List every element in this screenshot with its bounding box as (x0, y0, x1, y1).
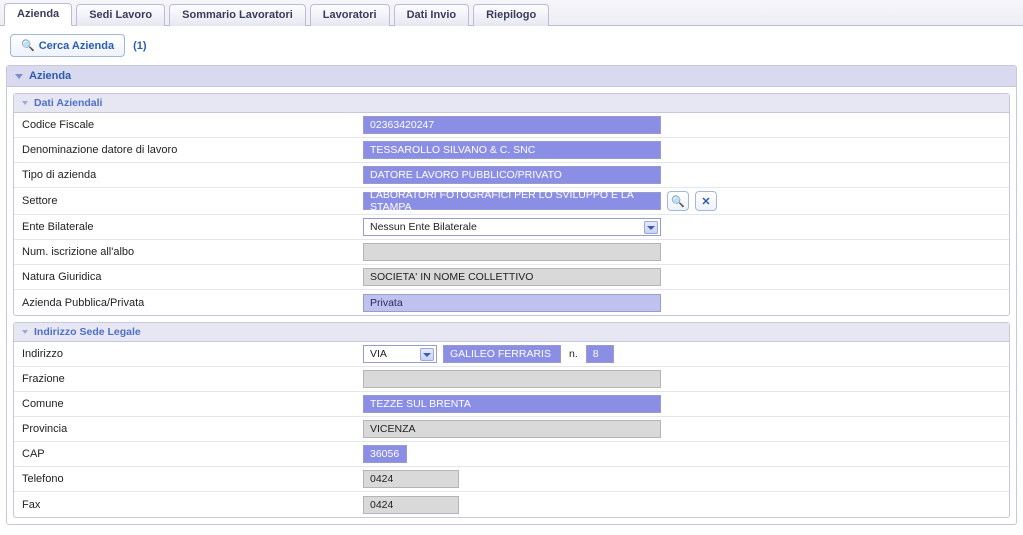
select-ente-bilaterale-value: Nessun Ente Bilaterale (370, 221, 477, 233)
field-numero[interactable]: 8 (586, 345, 614, 363)
chevron-down-icon (22, 101, 28, 105)
section-indirizzo-header[interactable]: Indirizzo Sede Legale (14, 323, 1009, 342)
chevron-down-icon (644, 221, 658, 234)
chevron-down-icon (15, 74, 23, 79)
section-indirizzo-title: Indirizzo Sede Legale (34, 326, 141, 338)
row-ente-bilaterale: Ente Bilaterale Nessun Ente Bilaterale (14, 215, 1009, 240)
section-dati-aziendali: Dati Aziendali Codice Fiscale 0236342024… (13, 93, 1010, 316)
tab-dati-invio[interactable]: Dati Invio (394, 4, 470, 26)
row-tipo-azienda: Tipo di azienda DATORE LAVORO PUBBLICO/P… (14, 163, 1009, 188)
lookup-settore-button[interactable]: 🔍 (667, 191, 689, 211)
label-pubblica-privata: Azienda Pubblica/Privata (14, 293, 359, 313)
clear-settore-button[interactable]: ✕ (695, 191, 717, 211)
field-codice-fiscale[interactable]: 02363420247 (363, 116, 661, 134)
select-ente-bilaterale[interactable]: Nessun Ente Bilaterale (363, 218, 661, 236)
field-provincia: VICENZA (363, 420, 661, 438)
row-telefono: Telefono 0424 (14, 467, 1009, 492)
label-cap: CAP (14, 444, 359, 464)
field-frazione[interactable] (363, 370, 661, 388)
field-telefono[interactable]: 0424 (363, 470, 459, 488)
row-num-iscrizione: Num. iscrizione all'albo (14, 240, 1009, 265)
label-tipo-azienda: Tipo di azienda (14, 165, 359, 185)
row-codice-fiscale: Codice Fiscale 02363420247 (14, 113, 1009, 138)
panel-azienda-title: Azienda (29, 70, 71, 82)
row-provincia: Provincia VICENZA (14, 417, 1009, 442)
panel-azienda: Azienda Dati Aziendali Codice Fiscale 02… (6, 65, 1017, 525)
tab-lavoratori[interactable]: Lavoratori (310, 4, 390, 26)
row-indirizzo: Indirizzo VIA GALILEO FERRARIS n. 8 (14, 342, 1009, 367)
field-fax[interactable]: 0424 (363, 496, 459, 514)
field-tipo-azienda[interactable]: DATORE LAVORO PUBBLICO/PRIVATO (363, 166, 661, 184)
label-provincia: Provincia (14, 419, 359, 439)
row-denominazione: Denominazione datore di lavoro TESSAROLL… (14, 138, 1009, 163)
chevron-down-icon (22, 330, 28, 334)
page-indicator: (1) (133, 40, 146, 52)
row-pubblica-privata: Azienda Pubblica/Privata Privata (14, 290, 1009, 315)
tab-sedi-lavoro[interactable]: Sedi Lavoro (76, 4, 165, 26)
search-icon: 🔍 (21, 39, 35, 52)
label-denominazione: Denominazione datore di lavoro (14, 140, 359, 160)
panel-azienda-header[interactable]: Azienda (7, 66, 1016, 87)
label-telefono: Telefono (14, 469, 359, 489)
label-settore: Settore (14, 191, 359, 211)
section-dati-aziendali-title: Dati Aziendali (34, 97, 102, 109)
row-natura-giuridica: Natura Giuridica SOCIETA' IN NOME COLLET… (14, 265, 1009, 290)
label-natura-giuridica: Natura Giuridica (14, 267, 359, 287)
toolbar: 🔍 Cerca Azienda (1) (0, 26, 1023, 65)
field-denominazione[interactable]: TESSAROLLO SILVANO & C. SNC (363, 141, 661, 159)
tab-riepilogo[interactable]: Riepilogo (473, 4, 549, 26)
label-ente-bilaterale: Ente Bilaterale (14, 217, 359, 237)
row-settore: Settore LABORATORI FOTOGRAFICI PER LO SV… (14, 188, 1009, 215)
chevron-down-icon (420, 348, 434, 361)
field-natura-giuridica: SOCIETA' IN NOME COLLETTIVO (363, 268, 661, 286)
row-frazione: Frazione (14, 367, 1009, 392)
select-via-type[interactable]: VIA (363, 345, 437, 363)
field-comune[interactable]: TEZZE SUL BRENTA (363, 395, 661, 413)
close-icon: ✕ (701, 195, 710, 208)
label-fax: Fax (14, 495, 359, 515)
field-via-name[interactable]: GALILEO FERRARIS (443, 345, 561, 363)
label-indirizzo: Indirizzo (14, 344, 359, 364)
label-codice-fiscale: Codice Fiscale (14, 115, 359, 135)
label-num-iscrizione: Num. iscrizione all'albo (14, 242, 359, 262)
label-comune: Comune (14, 394, 359, 414)
tab-azienda[interactable]: Azienda (4, 3, 72, 26)
label-frazione: Frazione (14, 369, 359, 389)
row-cap: CAP 36056 (14, 442, 1009, 467)
search-icon: 🔍 (671, 195, 685, 208)
section-dati-aziendali-header[interactable]: Dati Aziendali (14, 94, 1009, 113)
select-via-type-value: VIA (370, 348, 387, 360)
row-fax: Fax 0424 (14, 492, 1009, 517)
tab-bar: Azienda Sedi Lavoro Sommario Lavoratori … (0, 0, 1023, 26)
row-comune: Comune TEZZE SUL BRENTA (14, 392, 1009, 417)
tab-sommario-lavoratori[interactable]: Sommario Lavoratori (169, 4, 306, 26)
search-company-button[interactable]: 🔍 Cerca Azienda (10, 34, 125, 57)
label-numero: n. (567, 348, 580, 360)
field-num-iscrizione[interactable] (363, 243, 661, 261)
field-settore[interactable]: LABORATORI FOTOGRAFICI PER LO SVILUPPO E… (363, 192, 661, 210)
field-cap[interactable]: 36056 (363, 445, 407, 463)
field-pubblica-privata: Privata (363, 294, 661, 312)
search-company-label: Cerca Azienda (39, 40, 114, 52)
section-indirizzo: Indirizzo Sede Legale Indirizzo VIA GALI… (13, 322, 1010, 518)
